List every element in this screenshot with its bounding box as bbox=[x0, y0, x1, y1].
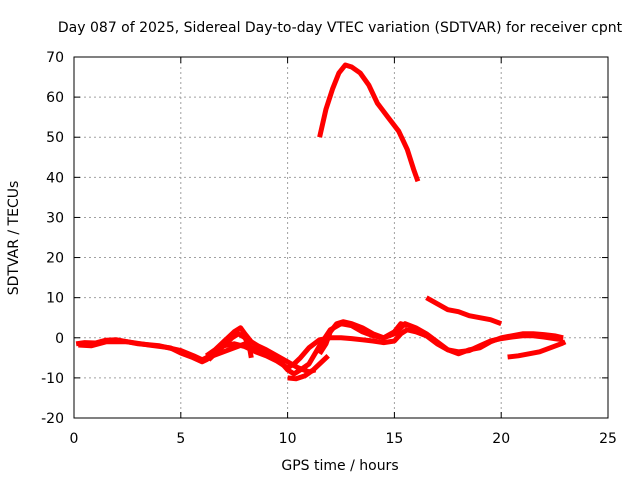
series-line-track-3 bbox=[204, 325, 317, 375]
plot-frame bbox=[73, 56, 609, 419]
grid-lines bbox=[74, 57, 608, 418]
series-line-track-9 bbox=[507, 339, 567, 360]
y-tick-label: -20 bbox=[41, 411, 64, 427]
y-tick-label: 60 bbox=[46, 90, 64, 106]
y-tick-label: 50 bbox=[46, 130, 64, 146]
data-series bbox=[75, 62, 567, 382]
y-tick-label: -10 bbox=[41, 371, 64, 387]
y-tick-label: 10 bbox=[46, 291, 64, 307]
x-tick-label: 0 bbox=[70, 431, 79, 447]
x-tick-label: 10 bbox=[279, 431, 297, 447]
series-line-track-5 bbox=[287, 353, 330, 382]
y-tick-label: 20 bbox=[46, 251, 64, 267]
series-line-track-6 bbox=[317, 319, 408, 356]
x-tick-label: 5 bbox=[176, 431, 185, 447]
y-axis-label: SDTVAR / TECUs bbox=[6, 181, 22, 296]
x-tick-label: 15 bbox=[385, 431, 403, 447]
x-tick-label: 25 bbox=[599, 431, 617, 447]
x-axis-label: GPS time / hours bbox=[281, 458, 398, 474]
series-line-track-4 bbox=[206, 331, 254, 362]
y-tick-label: 40 bbox=[46, 170, 64, 186]
y-tick-label: 70 bbox=[46, 50, 64, 66]
y-tick-label: 0 bbox=[55, 331, 64, 347]
x-tick-label: 20 bbox=[492, 431, 510, 447]
series-line-track-7 bbox=[317, 62, 421, 183]
series-line-track-8 bbox=[425, 295, 503, 327]
chart-title: Day 087 of 2025, Sidereal Day-to-day VTE… bbox=[58, 20, 623, 36]
y-tick-label: 30 bbox=[46, 210, 64, 226]
axis-ticks: -20 -10 0 10 20 30 40 50 60 70 0 5 10 15 20 25 bbox=[41, 50, 617, 447]
